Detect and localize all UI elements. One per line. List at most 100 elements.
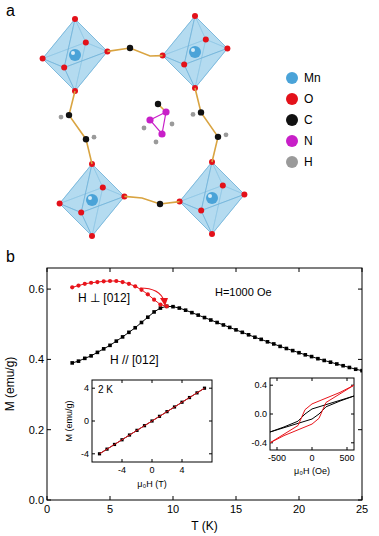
- series-line: [72, 306, 362, 370]
- o-atom: [192, 13, 198, 19]
- y-tick: [358, 500, 362, 501]
- y-tick-label: 0.4: [29, 353, 44, 365]
- data-point: [266, 340, 270, 344]
- data-point: [89, 354, 93, 358]
- y-tick: [209, 388, 212, 389]
- x-tick-label: 15: [230, 503, 242, 515]
- legend-label: C: [304, 113, 313, 127]
- bond: [69, 91, 92, 164]
- figure: aMnOCNHb05101520250.00.20.40.6T (K)M (em…: [0, 0, 379, 536]
- data-point: [127, 331, 131, 335]
- inset-high-field: -404-404μ₀H (T)M (emu/g)2 K: [64, 380, 212, 489]
- x-tick: [236, 268, 237, 272]
- data-point: [316, 357, 320, 361]
- y-tick-label: 0.2: [29, 424, 44, 436]
- h-atom: [224, 132, 229, 137]
- series-line: [72, 281, 167, 306]
- data-area: [70, 279, 362, 373]
- data-point: [310, 355, 314, 359]
- data-point: [121, 335, 125, 339]
- c-atom: [66, 112, 72, 118]
- data-point: [215, 321, 219, 325]
- x-tick-label: 5: [107, 503, 113, 515]
- series-line: [270, 396, 354, 432]
- data-point: [253, 335, 257, 339]
- o-atom: [181, 62, 187, 68]
- x-tick: [347, 447, 348, 450]
- o-atom: [224, 45, 230, 51]
- arrow-head: [160, 298, 168, 306]
- atom-highlight: [191, 48, 195, 52]
- o-atom: [78, 210, 84, 216]
- data-point: [304, 353, 308, 357]
- data-area: [270, 385, 354, 443]
- data-point: [76, 283, 80, 287]
- y-tick-label: 0.0: [254, 409, 267, 419]
- x-tick: [47, 268, 48, 272]
- n-atom: [146, 116, 153, 123]
- legend-label: Mn: [304, 71, 321, 85]
- data-point: [133, 284, 137, 288]
- mn-atom: [206, 192, 218, 204]
- data-point: [146, 292, 150, 296]
- cluster-bond: [150, 112, 166, 134]
- y-tick: [47, 429, 51, 430]
- data-point: [241, 331, 245, 335]
- data-point: [96, 351, 100, 355]
- data-point: [146, 315, 150, 319]
- x-tick: [362, 496, 363, 500]
- data-point: [152, 310, 156, 314]
- x-axis-label: μ₀H (Oe): [294, 466, 330, 476]
- x-tick-label: 10: [167, 503, 179, 515]
- data-point: [102, 347, 106, 351]
- x-tick: [277, 378, 278, 381]
- y-tick-label: 0: [84, 416, 89, 426]
- data-point: [108, 344, 112, 348]
- x-axis-label: T (K): [191, 519, 217, 533]
- legend-swatch: [286, 72, 298, 84]
- data-point: [178, 306, 182, 310]
- o-atom: [83, 39, 89, 45]
- data-point: [114, 279, 118, 283]
- data-point: [77, 359, 81, 363]
- series-label: H // [012]: [110, 353, 159, 367]
- y-axis-label: M (emu/g): [3, 357, 17, 412]
- c-atom: [198, 109, 204, 115]
- x-tick: [236, 496, 237, 500]
- y-tick: [209, 453, 212, 454]
- data-point: [228, 326, 232, 330]
- data-point: [209, 318, 213, 322]
- series-label: H ⊥ [012]: [78, 291, 130, 305]
- data-point: [70, 361, 74, 365]
- data-point: [247, 333, 251, 337]
- y-tick: [351, 414, 354, 415]
- bond: [195, 88, 218, 162]
- plot-frame: [270, 378, 354, 450]
- x-tick: [122, 459, 123, 462]
- data-point: [127, 282, 131, 286]
- data-area: [98, 387, 206, 456]
- legend-label: O: [304, 92, 313, 106]
- o-atom: [203, 36, 209, 42]
- panel-a: aMnOCNH: [6, 2, 321, 239]
- atom-highlight: [208, 194, 212, 198]
- data-point: [171, 305, 175, 309]
- arrow: [140, 288, 164, 301]
- o-atom: [220, 182, 226, 188]
- octahedron: [57, 161, 128, 239]
- data-point: [95, 280, 99, 284]
- c-atom: [155, 101, 161, 107]
- o-atom: [198, 208, 204, 214]
- y-tick: [47, 500, 51, 501]
- octahedron: [160, 13, 231, 91]
- data-point: [184, 308, 188, 312]
- data-point: [115, 339, 119, 343]
- x-tick: [299, 496, 300, 500]
- y-tick: [270, 385, 273, 386]
- data-point: [322, 359, 326, 363]
- o-atom: [61, 65, 67, 71]
- series-line: [100, 388, 205, 454]
- x-axis-label: μ₀H (T): [137, 479, 166, 489]
- y-tick-label: -4: [81, 449, 89, 459]
- x-tick: [182, 380, 183, 383]
